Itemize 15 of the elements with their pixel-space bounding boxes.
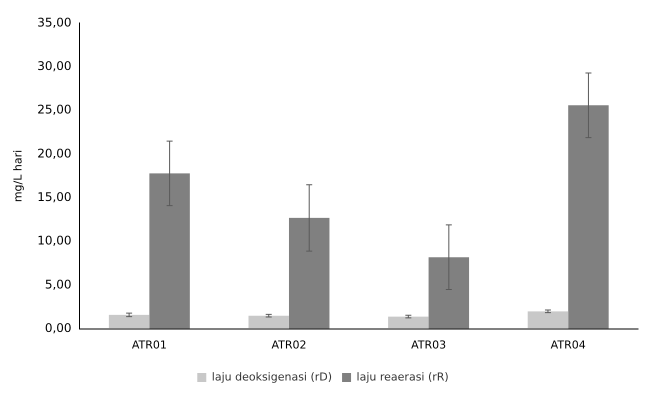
y-tick-label: 15,00	[37, 190, 72, 204]
legend-label: laju reaerasi (rR)	[356, 370, 449, 384]
legend-label: laju deoksigenasi (rD)	[212, 370, 332, 384]
x-tick-label: ATR01	[132, 338, 167, 352]
y-tick-label: 35,00	[37, 15, 72, 30]
x-tick-label: ATR04	[550, 338, 586, 352]
y-tick-label: 5,00	[44, 277, 72, 292]
x-tick-label: ATR03	[411, 338, 446, 352]
x-tick-label: ATR02	[271, 338, 306, 352]
y-tick-label: 0,00	[44, 320, 72, 335]
y-tick-label: 10,00	[37, 234, 72, 248]
y-tick-label: 30,00	[37, 58, 72, 73]
y-tick-label: 25,00	[37, 102, 72, 117]
y-tick-label: 20,00	[37, 146, 72, 160]
y-axis-title: mg/L hari	[11, 150, 24, 202]
